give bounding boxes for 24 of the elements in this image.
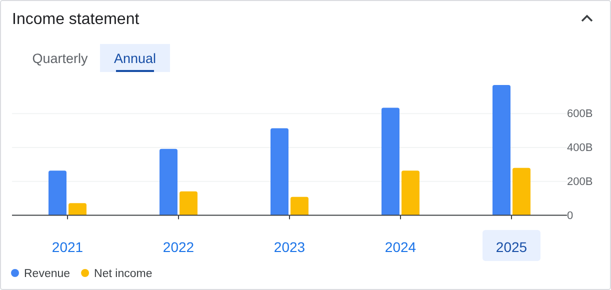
x-tick-label: 2021 [52, 239, 84, 256]
y-tick-label: 200B [567, 176, 593, 188]
bar [48, 170, 66, 216]
bar [180, 191, 198, 216]
x-tick-label: 2025 [496, 239, 528, 256]
x-tick-label: 2024 [384, 239, 416, 256]
bar [290, 196, 308, 216]
bar [160, 148, 178, 216]
bar [402, 170, 420, 216]
legend-label: Revenue [24, 268, 70, 280]
y-tick-label: 0 [567, 210, 574, 222]
text: Annual [114, 51, 156, 66]
bar [382, 108, 400, 216]
bar [492, 85, 510, 216]
bar [512, 168, 530, 216]
legend-label: Net income [94, 268, 152, 280]
bar [68, 203, 86, 216]
bar [270, 128, 288, 216]
x-tick-label: 2023 [274, 239, 306, 256]
y-tick-label: 600B [567, 108, 593, 120]
y-tick-label: 400B [567, 142, 593, 154]
chart-title: Income statement [12, 11, 140, 28]
x-tick-label: 2022 [162, 239, 194, 256]
text: Quarterly [32, 51, 88, 66]
